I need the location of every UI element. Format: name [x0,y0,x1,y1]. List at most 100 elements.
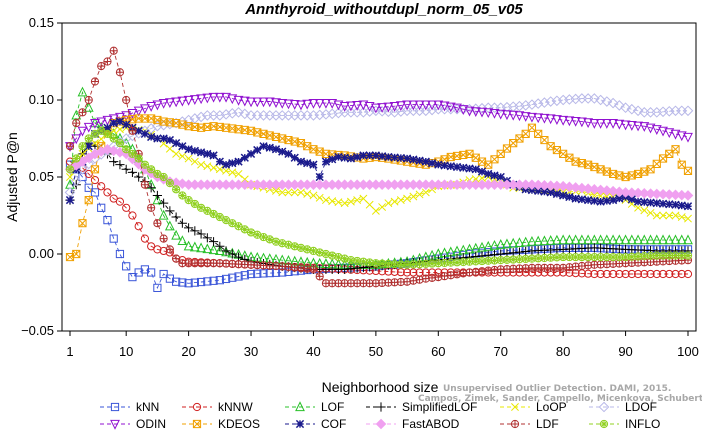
data-point [521,254,530,264]
data-point [433,100,444,111]
data-point [202,243,213,254]
data-point [671,211,680,220]
data-point [602,252,611,262]
data-point [70,175,82,187]
data-point [421,259,430,268]
data-point [470,107,481,118]
data-point [658,269,668,279]
data-point [352,263,362,273]
data-point [253,269,262,278]
data-point [246,269,256,279]
data-point [271,145,281,154]
data-point [458,105,469,115]
data-point [615,194,624,203]
data-point [346,154,356,163]
data-point [390,153,399,162]
data-point [590,252,599,262]
data-point [483,240,494,251]
data-point [626,121,637,131]
data-point [477,256,487,266]
data-point [414,100,425,111]
data-point [153,245,162,254]
data-point [97,203,106,212]
data-point [97,135,106,143]
data-point [83,101,94,112]
data-point [284,149,293,159]
data-point [171,138,181,148]
data-point [159,134,168,143]
legend-marker [376,402,386,412]
data-point [102,115,113,126]
data-point [646,208,655,217]
data-point [303,189,312,198]
series-odin [65,92,693,152]
data-point [584,252,593,262]
data-point [253,230,262,239]
data-point [321,157,331,166]
data-point [122,203,131,212]
data-point [658,199,668,208]
data-point [289,100,300,110]
data-point [115,139,125,148]
data-point [620,234,631,245]
data-point [283,99,294,110]
data-point [184,279,193,288]
data-point [102,143,113,155]
data-point [615,252,624,262]
data-point [595,184,606,196]
data-point [159,198,169,208]
data-point [559,252,568,262]
legend-label: COF [321,417,346,431]
data-point [621,252,630,262]
data-point [196,242,207,253]
data-point [221,160,231,169]
data-point [584,269,593,278]
data-point [221,274,231,284]
legend-label: LOF [321,400,344,414]
data-point [228,219,237,228]
data-point [402,260,412,269]
data-point [539,97,550,108]
data-point [147,268,156,277]
legend-marker [295,401,305,412]
data-point [172,254,181,263]
data-point [402,154,412,163]
data-point [590,196,599,206]
legend-item-inflo: INFLO [589,417,660,431]
data-point [246,228,256,237]
data-point [165,135,175,145]
data-point [90,188,100,197]
data-point [152,194,163,205]
data-point [228,273,237,282]
data-point [557,180,569,192]
data-point [140,129,150,139]
data-point [178,278,187,287]
data-point [103,216,112,225]
x-tick-label: 90 [618,344,632,359]
data-point [340,254,349,263]
data-point [83,152,95,164]
data-point [272,186,280,195]
data-point [409,192,418,201]
y-tick-label: 0.10 [29,92,54,107]
data-point [626,234,637,245]
series-line [69,127,689,220]
data-point [471,175,480,184]
data-point [234,169,243,178]
data-point [209,163,218,172]
data-point [115,160,125,170]
legend-item-fastabod: FastABOD [366,417,460,431]
y-tick-label: −0.05 [21,323,54,338]
data-point [158,209,169,220]
data-point [346,197,355,206]
data-point [97,126,106,135]
data-point [296,157,306,166]
data-point [90,77,100,86]
data-point [214,110,226,121]
data-point [409,155,418,164]
data-point [632,105,644,117]
data-point [484,169,493,179]
data-point [140,265,150,274]
data-point [427,159,437,168]
